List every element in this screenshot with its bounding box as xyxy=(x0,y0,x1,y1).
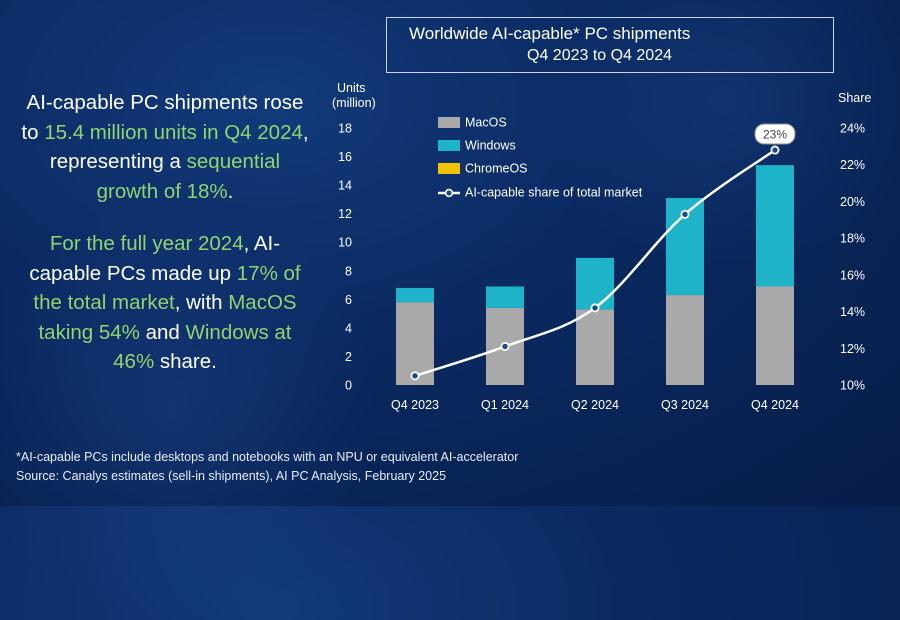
summary-text-segment: , with xyxy=(174,291,229,314)
summary-paragraph-2: For the full year 2024, AI-capable PCs m… xyxy=(20,229,310,377)
bar-macos-segment xyxy=(666,295,704,385)
footnote: *AI-capable PCs include desktops and not… xyxy=(16,448,518,486)
x-tick-label: Q2 2024 xyxy=(571,398,619,412)
summary-text-segment: and xyxy=(139,320,186,344)
summary-highlight: 17% of the total market xyxy=(33,261,301,315)
share-point xyxy=(500,341,510,351)
legend-swatch-windows xyxy=(438,140,460,151)
x-tick-label: Q4 2023 xyxy=(391,398,439,412)
y-tick-left: 8 xyxy=(345,264,352,278)
legend-swatch-chromeos xyxy=(438,163,460,174)
y-tick-left: 2 xyxy=(345,350,352,364)
legend-label-share: AI-capable share of total market xyxy=(465,186,643,200)
y-axis-left-label: (million) xyxy=(332,96,376,110)
share-point xyxy=(590,303,600,313)
y-tick-right: 20% xyxy=(840,195,865,209)
bar-windows-segment xyxy=(756,165,794,287)
summary-text: AI-capable PC shipments rose to 15.4 mil… xyxy=(20,88,310,400)
y-tick-right: 22% xyxy=(840,158,865,172)
summary-text-segment: , AI-capable PCs made up xyxy=(29,232,281,285)
summary-paragraph-1: AI-capable PC shipments rose to 15.4 mil… xyxy=(20,88,310,206)
chart-subtitle: Q4 2023 to Q4 2024 xyxy=(527,47,672,64)
bar-windows-segment xyxy=(486,286,524,308)
summary-highlight: Windows at 46% xyxy=(113,320,292,374)
chart-title-box: Worldwide AI-capable* PC shipments Q4 20… xyxy=(386,17,834,73)
share-callout-bubble xyxy=(754,123,796,145)
footnote-source: Source: Canalys estimates (sell-in shipm… xyxy=(16,469,447,483)
x-tick-label: Q1 2024 xyxy=(481,398,529,412)
summary-highlight: For the full year 2024 xyxy=(49,232,244,255)
x-tick-label: Q3 2024 xyxy=(661,398,709,412)
bar-windows-segment xyxy=(576,257,614,310)
legend-label-macos: MacOS xyxy=(465,116,507,130)
y-axis-right-label: Share xyxy=(838,91,871,105)
y-tick-left: 10 xyxy=(338,236,352,250)
chart-title: Worldwide AI-capable* PC shipments xyxy=(409,24,691,43)
y-tick-left: 6 xyxy=(345,293,352,307)
summary-text-segment: share. xyxy=(154,350,217,373)
y-tick-left: 16 xyxy=(338,150,352,164)
y-tick-left: 0 xyxy=(345,379,352,393)
share-point xyxy=(680,209,690,219)
y-tick-left: 4 xyxy=(345,321,352,335)
y-tick-right: 16% xyxy=(840,268,865,282)
shipments-chart: Units(million) Share 0 2 4 6 8 10 12 14 16 18 10% 12%… xyxy=(332,81,871,412)
legend-label-windows: Windows xyxy=(465,139,516,153)
summary-highlight: MacOS taking 54% xyxy=(38,291,297,344)
y-tick-left: 12 xyxy=(338,207,352,221)
y-tick-right: 18% xyxy=(840,232,865,246)
legend-marker-share xyxy=(444,188,454,198)
y-tick-right: 14% xyxy=(840,305,865,319)
summary-highlight: 15.4 million units in Q4 2024 xyxy=(44,120,303,144)
x-tick-label: Q4 2024 xyxy=(751,398,799,412)
share-line xyxy=(414,149,776,378)
share-point xyxy=(770,145,780,155)
y-tick-right: 24% xyxy=(840,122,865,136)
summary-text-segment: , representing a xyxy=(49,120,309,174)
summary-text-segment: AI-capable PC shipments rose to xyxy=(21,91,304,144)
share-point xyxy=(410,371,420,381)
summary-text-segment: . xyxy=(227,179,234,203)
summary-highlight: sequential growth of 18% xyxy=(96,150,281,203)
bar-macos-segment xyxy=(756,286,794,385)
legend-swatch-macos xyxy=(438,117,460,128)
y-tick-right: 12% xyxy=(840,342,865,356)
legend-label-chromeos: ChromeOS xyxy=(465,162,528,176)
bar-windows-segment xyxy=(396,287,434,303)
y-tick-left: 18 xyxy=(338,122,352,136)
y-axis-left-label: Units xyxy=(337,81,365,95)
y-tick-left: 14 xyxy=(338,179,352,193)
y-tick-right: 10% xyxy=(840,379,865,393)
bar-macos-segment xyxy=(576,309,614,385)
footnote-definition: *AI-capable PCs include desktops and not… xyxy=(16,450,519,464)
share-callout-label: 23% xyxy=(763,128,787,142)
